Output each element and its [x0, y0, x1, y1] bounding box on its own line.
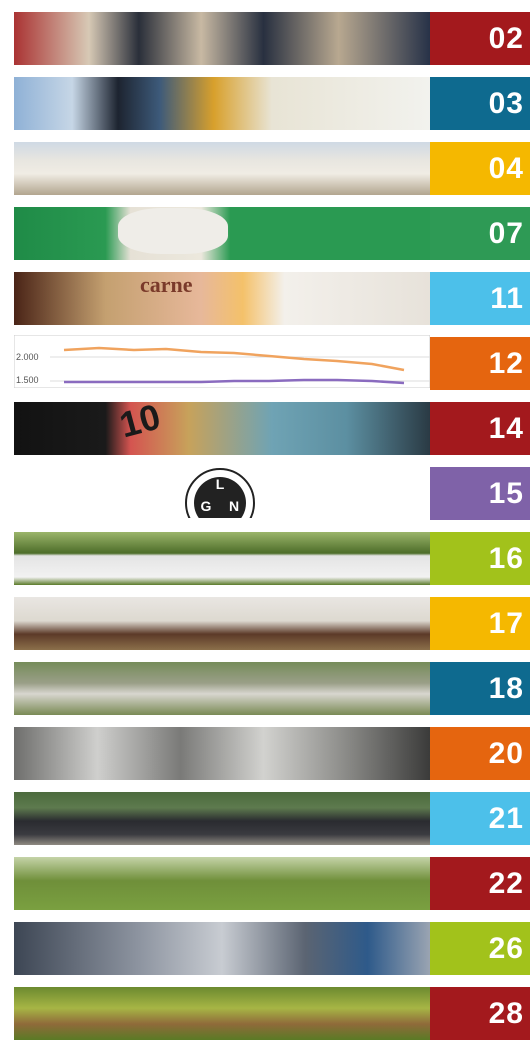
thumbnail — [14, 987, 430, 1040]
logo-letter: N — [229, 498, 239, 514]
page-number: 04 — [430, 142, 530, 195]
page-number: 28 — [430, 987, 530, 1040]
thumbnail — [14, 142, 430, 195]
thumbnail — [14, 727, 430, 780]
thumbnail — [14, 857, 430, 910]
page-number: 20 — [430, 727, 530, 780]
thumbnail — [14, 402, 430, 455]
thumb-chart: 2.000 1.500 — [14, 335, 430, 388]
thumbnail — [14, 532, 430, 585]
thumb-axis-label: 2.000 — [16, 352, 39, 362]
thumb-logo: L G N — [185, 468, 255, 518]
thumb-text: carne — [140, 272, 193, 297]
thumbnail — [14, 597, 430, 650]
page-number: 02 — [430, 12, 530, 65]
thumbnail — [14, 662, 430, 715]
logo-letter: G — [201, 498, 212, 514]
page-number: 12 — [430, 337, 530, 390]
page-number: 26 — [430, 922, 530, 975]
logo-disc — [194, 477, 246, 518]
thumbnail — [14, 922, 430, 975]
page-number: 16 — [430, 532, 530, 585]
page-number: 15 — [430, 467, 530, 520]
thumbnail — [14, 272, 430, 325]
thumb-detail — [118, 208, 228, 254]
thumbnail — [14, 792, 430, 845]
page-number: 07 — [430, 207, 530, 260]
logo-ring — [185, 468, 255, 518]
page-number: 21 — [430, 792, 530, 845]
thumbnail — [14, 12, 430, 65]
page-number: 22 — [430, 857, 530, 910]
page-number: 03 — [430, 77, 530, 130]
thumb-axis-label: 1.500 — [16, 375, 39, 385]
page-number: 18 — [430, 662, 530, 715]
page-number: 11 — [430, 272, 530, 325]
logo-letter: L — [216, 476, 225, 492]
thumb-line — [64, 378, 405, 385]
page-number: 14 — [430, 402, 530, 455]
page-number: 17 — [430, 597, 530, 650]
chart-frame — [14, 335, 430, 388]
thumb-line — [63, 346, 405, 372]
thumbnail — [14, 77, 430, 130]
